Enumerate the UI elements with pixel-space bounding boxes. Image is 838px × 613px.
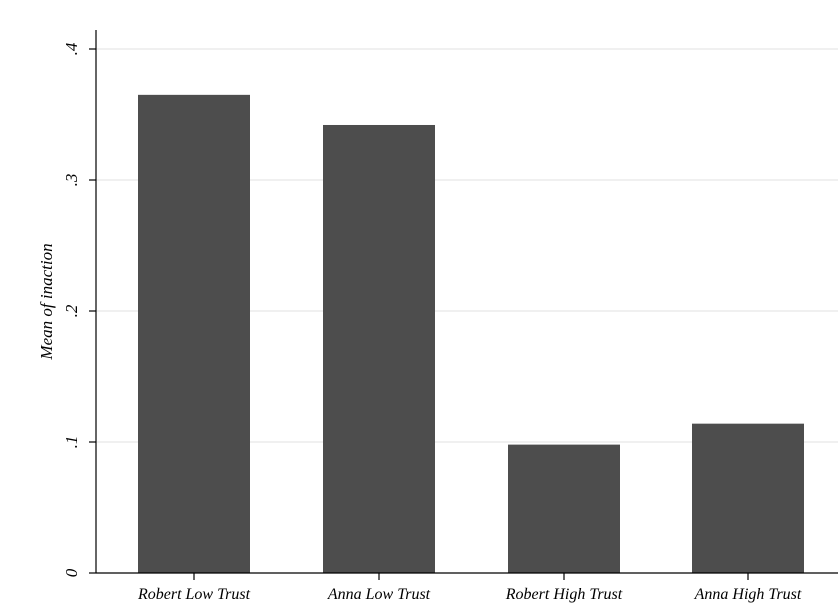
- y-tick-label: .2: [62, 304, 81, 317]
- x-tick-label: Anna Low Trust: [327, 586, 431, 603]
- y-tick-label: .3: [62, 174, 81, 187]
- bar: [138, 94, 250, 573]
- y-tick-label: .4: [62, 42, 81, 55]
- bars: [138, 94, 804, 573]
- bar: [692, 423, 804, 573]
- x-tick-label: Robert High Trust: [505, 586, 623, 603]
- x-tick-label: Anna High Trust: [694, 586, 802, 603]
- x-tick-label: Robert Low Trust: [137, 586, 251, 603]
- y-axis-ticks: 0 .1 .2 .3 .4: [62, 42, 96, 577]
- bar: [508, 444, 620, 573]
- y-tick-label: 0: [62, 568, 81, 577]
- axes: [95, 30, 838, 574]
- y-tick-label: .1: [62, 436, 81, 449]
- bar: [323, 124, 435, 573]
- x-axis-ticks: Robert Low Trust Anna Low Trust Robert Hig…: [137, 573, 802, 603]
- y-axis-title: Mean of inaction: [37, 243, 56, 360]
